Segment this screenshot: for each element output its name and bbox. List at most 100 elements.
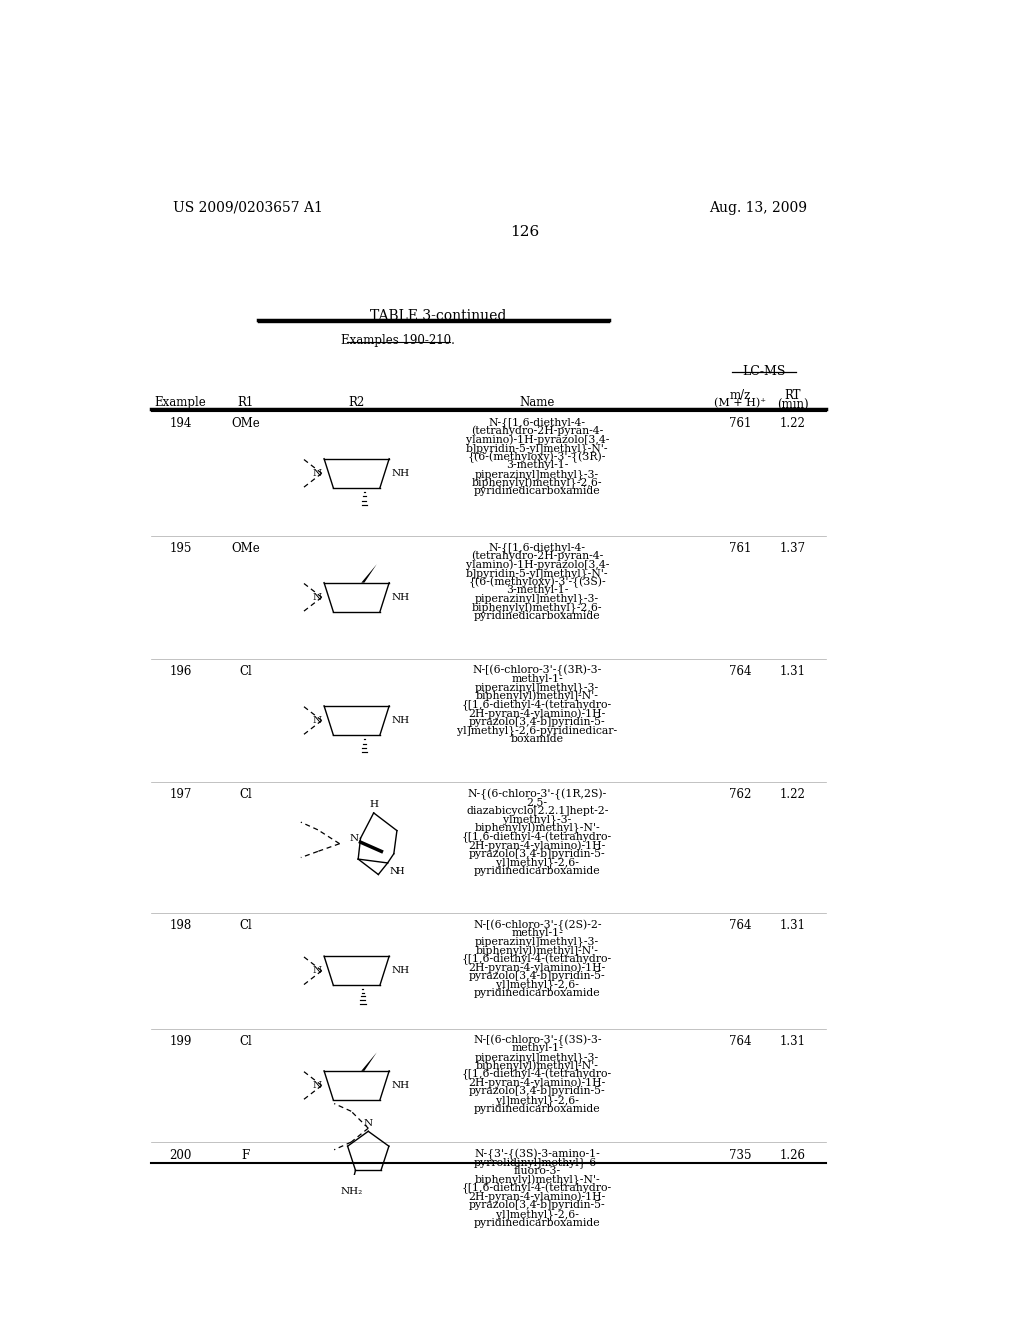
Text: ylmethyl}-3-: ylmethyl}-3- (503, 814, 571, 825)
Text: ylamino)-1H-pyrazolo[3,4-: ylamino)-1H-pyrazolo[3,4- (466, 560, 609, 570)
Text: biphenylyl)methyl]-N'-: biphenylyl)methyl]-N'- (476, 1060, 599, 1071)
Text: N: N (312, 715, 322, 725)
Text: NH: NH (391, 593, 410, 602)
Text: {[1,6-diethyl-4-(tetrahydro-: {[1,6-diethyl-4-(tetrahydro- (462, 1069, 612, 1081)
Text: 199: 199 (170, 1035, 191, 1048)
Text: NH: NH (391, 1081, 410, 1090)
Text: 3-methyl-1-: 3-methyl-1- (506, 461, 568, 470)
Text: biphenylyl)methyl}-N'-: biphenylyl)methyl}-N'- (474, 822, 600, 834)
Text: N: N (312, 966, 322, 975)
Text: 761: 761 (729, 417, 752, 430)
Text: biphenylyl)methyl}-N'-: biphenylyl)methyl}-N'- (474, 1175, 600, 1185)
Text: NH: NH (391, 469, 410, 478)
Text: pyridinedicarboxamide: pyridinedicarboxamide (474, 486, 600, 496)
Text: 2H-pyran-4-ylamino)-1H-: 2H-pyran-4-ylamino)-1H- (469, 1077, 606, 1089)
Text: b]pyridin-5-yl]methyl}-N'-: b]pyridin-5-yl]methyl}-N'- (466, 444, 608, 454)
Text: b]pyridin-5-yl]methyl}-N'-: b]pyridin-5-yl]methyl}-N'- (466, 568, 608, 578)
Text: 1.26: 1.26 (780, 1148, 806, 1162)
Text: 196: 196 (170, 665, 191, 678)
Text: fluoro-3-: fluoro-3- (514, 1166, 561, 1176)
Text: OMe: OMe (231, 417, 260, 430)
Text: m/z: m/z (730, 389, 751, 403)
Text: {(6-(methyloxy)-3'-{(3R)-: {(6-(methyloxy)-3'-{(3R)- (468, 451, 606, 463)
Text: Cl: Cl (240, 919, 252, 932)
Text: N-[(6-chloro-3'-{(3S)-3-: N-[(6-chloro-3'-{(3S)-3- (473, 1035, 601, 1045)
Text: {(6-(methyloxy)-3'-{(3S)-: {(6-(methyloxy)-3'-{(3S)- (468, 577, 606, 587)
Text: yl]methyl}-2,6-: yl]methyl}-2,6- (496, 1096, 579, 1106)
Text: piperazinyl]methyl}-3-: piperazinyl]methyl}-3- (475, 594, 599, 605)
Polygon shape (361, 564, 377, 582)
Text: N: N (389, 867, 398, 875)
Text: (tetrahydro-2H-pyran-4-: (tetrahydro-2H-pyran-4- (471, 550, 603, 561)
Text: biphenylyl)methyl}-2,6-: biphenylyl)methyl}-2,6- (472, 602, 602, 614)
Text: US 2009/0203657 A1: US 2009/0203657 A1 (173, 201, 323, 215)
Text: pyrazolo[3,4-b]pyridin-5-: pyrazolo[3,4-b]pyridin-5- (469, 717, 605, 727)
Text: N-[(6-chloro-3'-{(3R)-3-: N-[(6-chloro-3'-{(3R)-3- (472, 665, 602, 676)
Text: pyridinedicarboxamide: pyridinedicarboxamide (474, 989, 600, 998)
Text: 2H-pyran-4-ylamino)-1H-: 2H-pyran-4-ylamino)-1H- (469, 708, 606, 719)
Text: N-{[1,6-diethyl-4-: N-{[1,6-diethyl-4- (488, 417, 586, 428)
Text: LC-MS: LC-MS (741, 364, 785, 378)
Text: N: N (312, 593, 322, 602)
Text: Cl: Cl (240, 788, 252, 801)
Text: 197: 197 (170, 788, 191, 801)
Text: N-{[1,6-diethyl-4-: N-{[1,6-diethyl-4- (488, 543, 586, 553)
Text: 3-methyl-1-: 3-methyl-1- (506, 585, 568, 595)
Text: yl]methyl}-2,6-pyridinedicar-: yl]methyl}-2,6-pyridinedicar- (457, 726, 617, 737)
Text: N: N (349, 834, 358, 842)
Text: N-{3'-{(3S)-3-amino-1-: N-{3'-{(3S)-3-amino-1- (474, 1148, 600, 1160)
Text: R2: R2 (348, 396, 365, 409)
Text: F: F (242, 1148, 250, 1162)
Text: pyrrolidinyl]methyl}-6-: pyrrolidinyl]methyl}-6- (474, 1158, 601, 1168)
Text: H: H (395, 867, 404, 875)
Text: 200: 200 (170, 1148, 191, 1162)
Text: pyridinedicarboxamide: pyridinedicarboxamide (474, 611, 600, 620)
Text: 764: 764 (729, 665, 752, 678)
Text: biphenylyl)methyl]-N'-: biphenylyl)methyl]-N'- (476, 690, 599, 701)
Text: 761: 761 (729, 543, 752, 554)
Text: N: N (312, 469, 322, 478)
Text: R1: R1 (238, 396, 254, 409)
Text: methyl-1-: methyl-1- (511, 673, 563, 684)
Text: {[1,6-diethyl-4-(tetrahydro-: {[1,6-diethyl-4-(tetrahydro- (462, 1183, 612, 1195)
Text: {[1,6-diethyl-4-(tetrahydro-: {[1,6-diethyl-4-(tetrahydro- (462, 953, 612, 965)
Text: piperazinyl]methyl}-3-: piperazinyl]methyl}-3- (475, 469, 599, 479)
Text: pyridinedicarboxamide: pyridinedicarboxamide (474, 1104, 600, 1114)
Text: pyrazolo[3,4-b]pyridin-5-: pyrazolo[3,4-b]pyridin-5- (469, 1200, 605, 1210)
Text: Example: Example (155, 396, 207, 409)
Text: NH: NH (391, 966, 410, 975)
Text: H: H (370, 800, 378, 809)
Text: 195: 195 (170, 543, 191, 554)
Text: 1.37: 1.37 (780, 543, 806, 554)
Text: 764: 764 (729, 1035, 752, 1048)
Text: Cl: Cl (240, 665, 252, 678)
Text: diazabicyclo[2.2.1]hept-2-: diazabicyclo[2.2.1]hept-2- (466, 805, 608, 816)
Text: NH: NH (391, 715, 410, 725)
Text: pyrazolo[3,4-b]pyridin-5-: pyrazolo[3,4-b]pyridin-5- (469, 1086, 605, 1097)
Polygon shape (361, 1052, 377, 1071)
Text: 762: 762 (729, 788, 752, 801)
Text: RT: RT (784, 389, 801, 403)
Text: N-{(6-chloro-3'-{(1R,2S)-: N-{(6-chloro-3'-{(1R,2S)- (468, 788, 607, 800)
Text: yl]methyl}-2,6-: yl]methyl}-2,6- (496, 857, 579, 869)
Text: piperazinyl]methyl}-3-: piperazinyl]methyl}-3- (475, 1052, 599, 1063)
Text: methyl-1-: methyl-1- (511, 1043, 563, 1053)
Text: yl]methyl}-2,6-: yl]methyl}-2,6- (496, 1209, 579, 1220)
Text: biphenylyl)methyl]-N'-: biphenylyl)methyl]-N'- (476, 945, 599, 956)
Text: (M + H)⁺: (M + H)⁺ (715, 397, 766, 408)
Text: pyridinedicarboxamide: pyridinedicarboxamide (474, 1217, 600, 1228)
Text: NH₂: NH₂ (341, 1187, 362, 1196)
Text: 2H-pyran-4-ylamino)-1H-: 2H-pyran-4-ylamino)-1H- (469, 962, 606, 973)
Text: 2H-pyran-4-ylamino)-1H-: 2H-pyran-4-ylamino)-1H- (469, 840, 606, 850)
Text: pyridinedicarboxamide: pyridinedicarboxamide (474, 866, 600, 876)
Text: {[1,6-diethyl-4-(tetrahydro-: {[1,6-diethyl-4-(tetrahydro- (462, 832, 612, 842)
Text: 1.22: 1.22 (780, 788, 806, 801)
Text: N-[(6-chloro-3'-{(2S)-2-: N-[(6-chloro-3'-{(2S)-2- (473, 919, 601, 931)
Text: 764: 764 (729, 919, 752, 932)
Text: pyrazolo[3,4-b]pyridin-5-: pyrazolo[3,4-b]pyridin-5- (469, 972, 605, 981)
Text: 2H-pyran-4-ylamino)-1H-: 2H-pyran-4-ylamino)-1H- (469, 1192, 606, 1203)
Text: pyrazolo[3,4-b]pyridin-5-: pyrazolo[3,4-b]pyridin-5- (469, 849, 605, 858)
Text: 198: 198 (170, 919, 191, 932)
Text: ylamino)-1H-pyrazolo[3,4-: ylamino)-1H-pyrazolo[3,4- (466, 434, 609, 445)
Text: TABLE 3-continued: TABLE 3-continued (370, 309, 506, 323)
